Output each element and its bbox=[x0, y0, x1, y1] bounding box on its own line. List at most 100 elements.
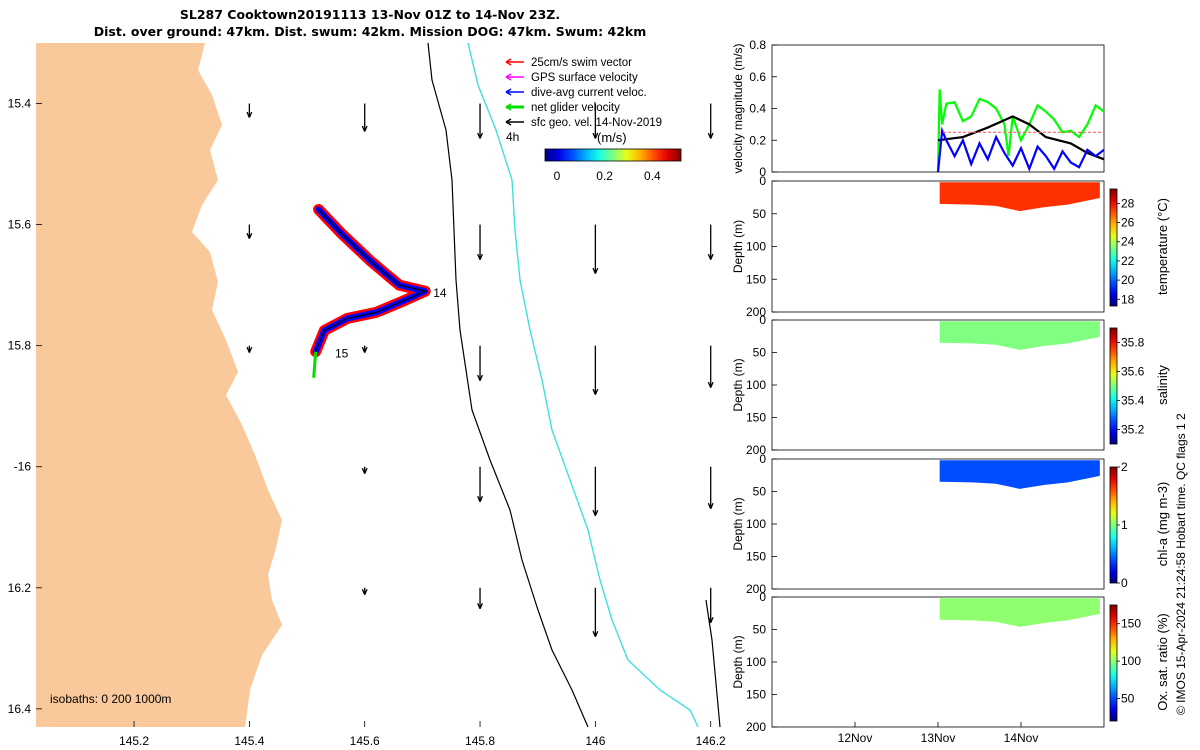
colorbar-tick-label: 1 bbox=[1121, 518, 1128, 532]
isobath-200-line bbox=[427, 42, 589, 728]
current-vector-head bbox=[246, 346, 253, 353]
current-vector-head bbox=[707, 502, 714, 509]
colorbar-tick-label: 35.4 bbox=[1121, 394, 1145, 408]
colorbar-label: Ox. sat. ratio (%) bbox=[1155, 613, 1170, 711]
x-tick-label: 146.2 bbox=[696, 734, 726, 748]
isobath-200-line-east bbox=[705, 599, 721, 728]
colorbar-label: (m/s) bbox=[597, 130, 627, 145]
y-tick-label: 0.4 bbox=[749, 102, 766, 116]
depth-y-label: Depth (m) bbox=[731, 358, 745, 411]
colorbar-tick-label: 28 bbox=[1121, 196, 1135, 210]
y-tick-label: 0 bbox=[759, 174, 766, 188]
depth-section-fill bbox=[939, 321, 1100, 350]
y-tick-label: 16.2 bbox=[8, 581, 32, 595]
y-tick-label: 15.4 bbox=[8, 97, 32, 111]
title-line-2: Dist. over ground: 47km. Dist. swum: 42k… bbox=[93, 24, 647, 39]
legend-swatch-head bbox=[505, 88, 512, 96]
annotation-14: 14 bbox=[433, 286, 447, 300]
current-vector-head bbox=[592, 509, 599, 516]
legend-entry-label: sfc geo. vel. 14-Nov-2019 bbox=[531, 117, 662, 129]
y-tick-label: 200 bbox=[746, 443, 766, 457]
colorbar-tick-label: 0.4 bbox=[644, 169, 661, 183]
legend-entry-label: 25cm/s swim vector bbox=[531, 57, 632, 69]
y-tick-label: 200 bbox=[746, 582, 766, 596]
x-tick-label: 12Nov bbox=[838, 731, 873, 745]
surface-velocity-line bbox=[937, 115, 1105, 161]
y-tick-label: 0.2 bbox=[749, 133, 766, 147]
y-tick-label: 0.8 bbox=[749, 38, 766, 52]
current-vector-head bbox=[592, 132, 599, 139]
annotation-15: 15 bbox=[335, 347, 349, 361]
depth-y-label: Depth (m) bbox=[731, 497, 745, 550]
y-tick-label: 200 bbox=[746, 720, 766, 734]
glider-track-line bbox=[315, 209, 428, 352]
colorbar-tick-label: 35.8 bbox=[1121, 336, 1145, 350]
y-tick-label: 100 bbox=[746, 517, 766, 531]
y-tick-label: 150 bbox=[746, 411, 766, 425]
colorbar bbox=[1109, 327, 1118, 445]
current-vector-head bbox=[246, 111, 253, 118]
colorbar bbox=[544, 148, 682, 162]
credit-text: © IMOS 15-Apr-2024 21:24:58 Hobart time.… bbox=[1174, 413, 1188, 715]
legend-entry-label: dive-avg current veloc. bbox=[531, 87, 647, 99]
legend-swatch-head bbox=[505, 73, 512, 81]
colorbar-tick-label: 150 bbox=[1121, 617, 1141, 631]
x-tick-label: 13Nov bbox=[921, 731, 956, 745]
y-tick-label: 0 bbox=[759, 590, 766, 604]
current-vector-head bbox=[477, 132, 483, 139]
legend-swatch-head bbox=[505, 58, 512, 66]
velocity-y-label: velocity magnitude (m/s) bbox=[731, 43, 745, 173]
title-line-1: SL287 Cooktown20191113 13-Nov 01Z to 14-… bbox=[179, 7, 561, 22]
x-tick-label: 145.6 bbox=[350, 734, 380, 748]
y-tick-label: 100 bbox=[746, 655, 766, 669]
y-tick-label: 50 bbox=[753, 623, 767, 637]
y-tick-label: 150 bbox=[746, 272, 766, 286]
y-tick-label: 200 bbox=[746, 305, 766, 319]
y-tick-label: 100 bbox=[746, 240, 766, 254]
legend-swatch-head bbox=[505, 118, 512, 126]
dive-avg-current-line bbox=[936, 126, 1105, 173]
y-tick-label: -16 bbox=[14, 460, 32, 474]
colorbar-tick-label: 35.6 bbox=[1121, 365, 1145, 379]
colorbar-tick-label: 22 bbox=[1121, 254, 1135, 268]
land-area bbox=[36, 43, 282, 727]
current-vector-head bbox=[361, 588, 368, 596]
x-tick-label: 145.4 bbox=[234, 734, 264, 748]
x-tick-label: 14Nov bbox=[1004, 731, 1039, 745]
depth-section-fill bbox=[939, 182, 1100, 212]
colorbar-tick-label: 18 bbox=[1121, 292, 1135, 306]
depth-y-label: Depth (m) bbox=[731, 635, 745, 688]
isobaths-label: isobaths: 0 200 1000m bbox=[50, 692, 171, 706]
depth-section-fill bbox=[939, 598, 1100, 627]
current-vector-head bbox=[707, 381, 714, 388]
current-vector-head bbox=[361, 125, 368, 132]
x-tick-label: 145.8 bbox=[465, 734, 495, 748]
colorbar-tick-label: 2 bbox=[1121, 460, 1128, 474]
colorbar bbox=[1109, 604, 1118, 722]
colorbar-tick-label: 0 bbox=[1121, 576, 1128, 590]
x-tick-label: 146 bbox=[585, 734, 605, 748]
colorbar-tick-label: 20 bbox=[1121, 273, 1135, 287]
current-vector-head bbox=[477, 495, 483, 502]
colorbar-label: temperature (°C) bbox=[1155, 198, 1170, 295]
colorbar bbox=[1109, 466, 1118, 584]
current-vector-head bbox=[477, 253, 483, 260]
y-tick-label: 50 bbox=[753, 207, 767, 221]
colorbar-tick-label: 35.2 bbox=[1121, 423, 1145, 437]
current-vector-head bbox=[707, 132, 714, 139]
annotation-4h: 4h bbox=[506, 130, 519, 144]
depth-section-fill bbox=[939, 460, 1100, 489]
current-vector-head bbox=[361, 346, 368, 353]
y-tick-label: 50 bbox=[753, 485, 767, 499]
colorbar-tick-label: 50 bbox=[1121, 692, 1135, 706]
isobath-1000-line bbox=[467, 42, 699, 728]
y-tick-label: 15.6 bbox=[8, 218, 32, 232]
x-tick-label: 145.2 bbox=[119, 734, 149, 748]
net-glider-velocity-line bbox=[936, 89, 1105, 173]
y-tick-label: 150 bbox=[746, 688, 766, 702]
current-vector-head bbox=[361, 467, 368, 474]
chart-title: SL287 Cooktown20191113 13-Nov 01Z to 14-… bbox=[40, 6, 700, 40]
y-tick-label: 100 bbox=[746, 378, 766, 392]
y-tick-label: 50 bbox=[753, 346, 767, 360]
